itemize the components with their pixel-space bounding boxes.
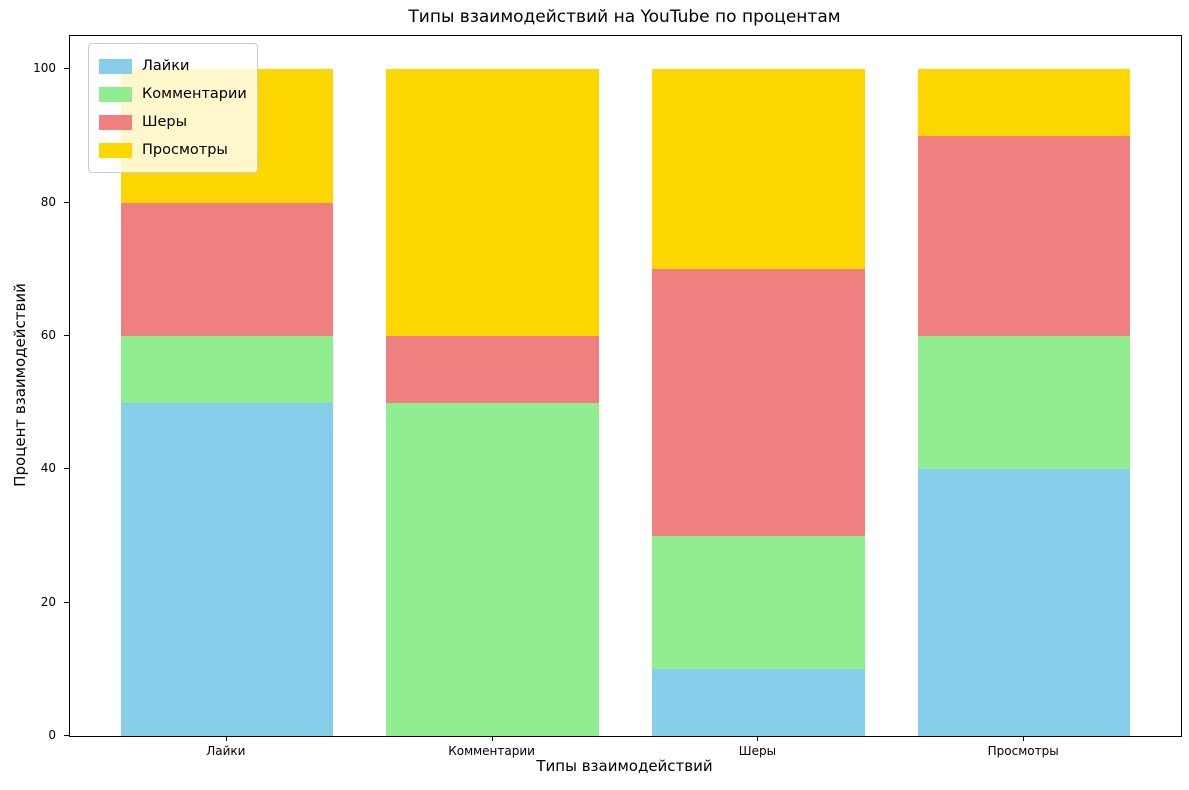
legend-swatch-icon [99, 58, 132, 74]
legend-item: Комментарии [99, 80, 247, 108]
y-tick-label: 100 [33, 61, 56, 76]
plot-area: Лайки Комментарии Шеры Просмотры [69, 35, 1182, 737]
bar-segment [120, 402, 334, 736]
legend-label: Лайки [142, 58, 190, 74]
x-tick-label: Лайки [206, 744, 246, 758]
legend-item: Просмотры [99, 136, 247, 164]
y-tick-mark [64, 68, 69, 70]
x-tick-mark [491, 736, 493, 741]
bar-segment [917, 136, 1131, 336]
bar-segment [652, 669, 865, 736]
bar-segment [917, 336, 1131, 470]
legend-label: Шеры [142, 114, 188, 130]
bar-segment [917, 469, 1131, 736]
y-tick-mark [64, 335, 69, 336]
legend-label: Комментарии [142, 86, 247, 102]
y-tick-label: 40 [40, 461, 56, 476]
bar-segment [917, 69, 1131, 136]
legend-swatch-icon [99, 142, 132, 158]
y-tick-label: 80 [40, 194, 56, 209]
y-tick-label: 0 [48, 728, 56, 742]
x-tick-mark [1023, 736, 1025, 741]
bar-segment [120, 336, 334, 403]
y-axis-label: Процент взаимодействий [11, 283, 29, 487]
y-tick-mark [64, 601, 69, 603]
bar-segment [386, 69, 599, 336]
bar-segment [652, 536, 865, 670]
x-tick-label: Просмотры [987, 744, 1059, 758]
legend-swatch-icon [99, 114, 132, 130]
chart-title: Типы взаимодействий на YouTube по процен… [408, 7, 841, 27]
legend: Лайки Комментарии Шеры Просмотры [88, 43, 258, 173]
y-tick-mark [64, 468, 69, 470]
legend-swatch-icon [99, 86, 132, 102]
x-tick-mark [225, 736, 227, 741]
bar-segment [120, 202, 334, 336]
y-tick-mark [64, 201, 69, 203]
x-tick-label: Шеры [738, 744, 777, 758]
bar-segment [652, 69, 865, 270]
y-tick-label: 20 [40, 594, 56, 609]
legend-item: Шеры [99, 108, 247, 136]
y-tick-label: 60 [40, 328, 56, 342]
legend-label: Просмотры [142, 142, 228, 158]
x-tick-mark [757, 736, 759, 741]
bar-segment [386, 402, 599, 736]
x-axis-label: Типы взаимодействий [536, 757, 713, 775]
y-tick-mark [64, 735, 69, 736]
x-tick-label: Комментарии [448, 744, 535, 758]
legend-item: Лайки [99, 52, 247, 80]
bar-segment [652, 269, 865, 536]
bar-segment [386, 336, 599, 403]
